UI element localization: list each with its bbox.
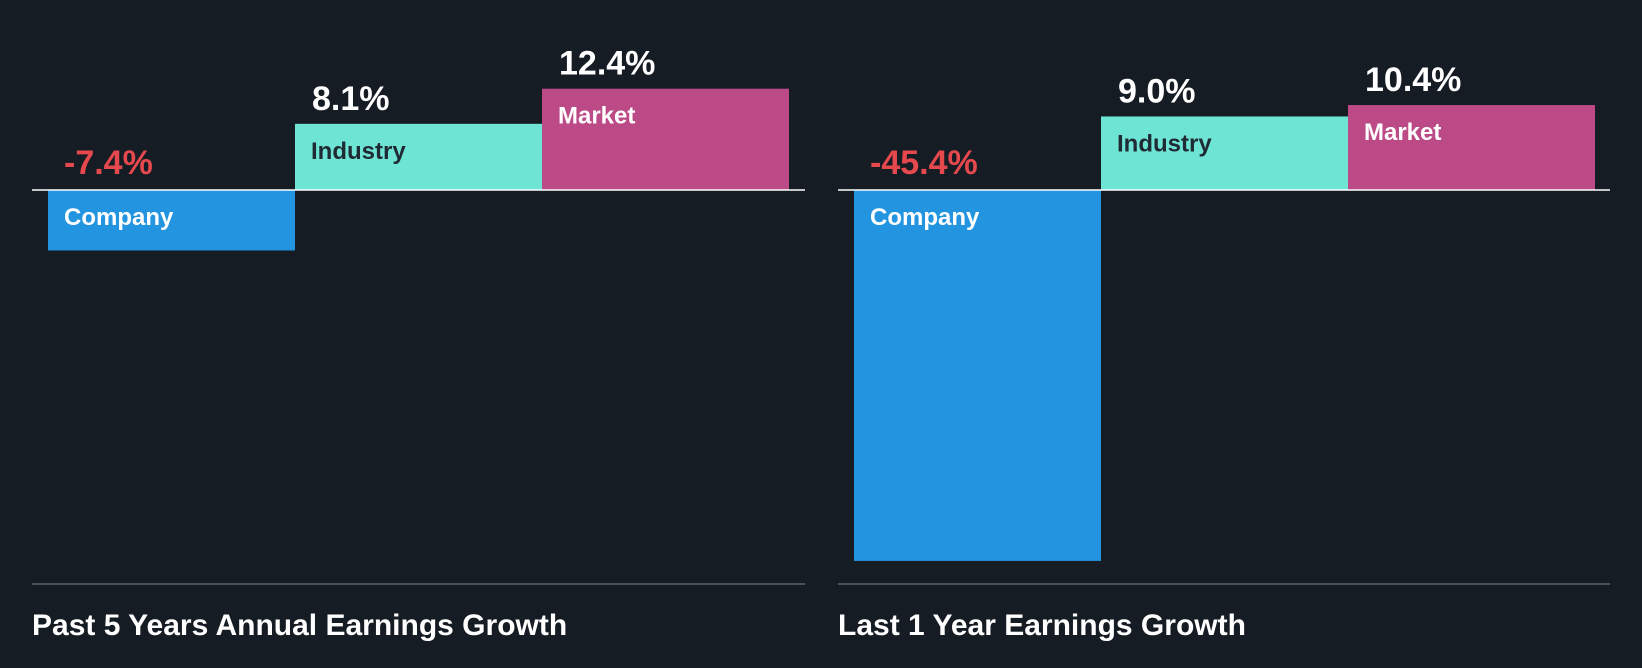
chart-1-bar-market (542, 88, 789, 190)
chart-1-bar-company (48, 190, 295, 251)
chart-2-value-label-company: -45.4% (870, 144, 978, 182)
chart-2-bar-company (854, 190, 1101, 561)
chart-1-category-label-industry: Industry (311, 138, 406, 165)
chart-1-category-label-market: Market (558, 103, 635, 130)
chart-2-value-label-industry: 9.0% (1118, 72, 1196, 110)
chart-2-title: Last 1 Year Earnings Growth (838, 609, 1246, 642)
chart-2-bar-market (1348, 105, 1595, 190)
chart-2-value-label-market: 10.4% (1365, 61, 1461, 99)
chart-1-value-label-company: -7.4% (64, 144, 153, 182)
chart-1-bar-industry (295, 123, 542, 190)
chart-1-value-label-market: 12.4% (559, 45, 655, 83)
chart-2-category-label-industry: Industry (1117, 130, 1212, 157)
chart-2-category-label-company: Company (870, 204, 980, 231)
chart-1-category-label-company: Company (64, 204, 174, 231)
chart-2-category-label-market: Market (1364, 119, 1441, 146)
chart-1-value-label-industry: 8.1% (312, 80, 390, 118)
chart-2-bar-industry (1101, 116, 1348, 190)
chart-1-title: Past 5 Years Annual Earnings Growth (32, 609, 567, 642)
